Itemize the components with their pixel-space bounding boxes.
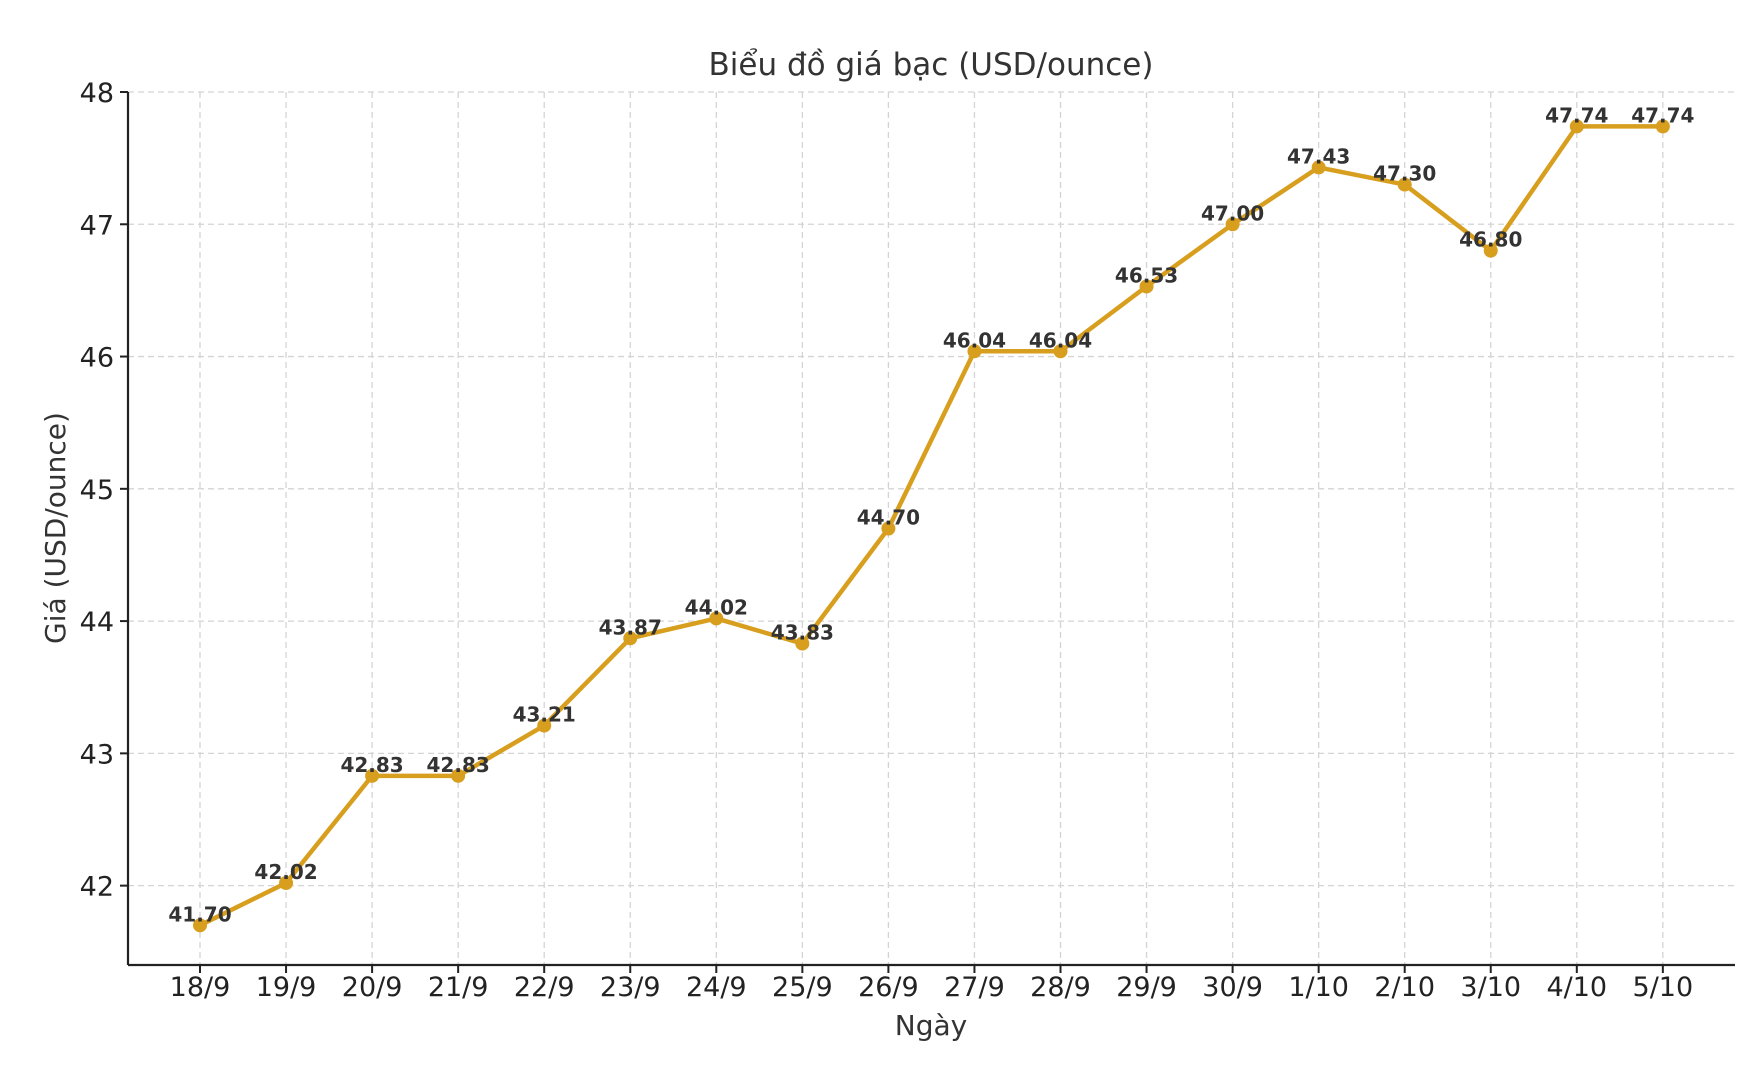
x-tick-label: 28/9 (1030, 972, 1091, 1003)
data-point (1311, 160, 1326, 175)
data-label: 47.43 (1287, 144, 1350, 168)
data-label: 43.21 (513, 703, 576, 727)
y-tick-label: 42 (80, 872, 114, 903)
grid-layer (128, 91, 1735, 965)
y-tick-label: 48 (80, 78, 114, 109)
data-point (1655, 119, 1670, 134)
data-label: 46.53 (1115, 263, 1178, 287)
x-tick-label: 25/9 (772, 972, 833, 1003)
data-point (451, 768, 466, 783)
y-tick-label: 44 (80, 607, 114, 638)
data-label: 46.04 (1029, 328, 1092, 352)
x-tick-label: 3/10 (1460, 972, 1521, 1003)
data-point (365, 768, 380, 783)
data-label-layer: 41.70 42.02 42.83 42.83 43.21 43.87 44.02 43.83… (168, 103, 1694, 926)
y-tick-label: 45 (80, 475, 114, 506)
data-label: 43.87 (599, 615, 662, 639)
x-tick-label: 5/10 (1633, 972, 1694, 1003)
x-tick-label: 27/9 (944, 972, 1005, 1003)
data-point (795, 636, 810, 651)
x-tick-label: 18/9 (170, 972, 231, 1003)
data-label: 46.80 (1459, 228, 1522, 252)
y-tick-layer: 42 43 44 45 46 47 48 (80, 78, 128, 903)
y-tick-label: 43 (80, 739, 114, 770)
data-point (193, 918, 207, 933)
data-label: 42.02 (254, 860, 317, 884)
data-point (623, 631, 638, 646)
x-tick-label: 29/9 (1116, 972, 1177, 1003)
data-point (1053, 344, 1068, 359)
y-tick-label: 47 (80, 210, 114, 241)
data-point (1225, 217, 1240, 232)
data-label: 46.04 (943, 328, 1006, 352)
x-tick-label: 20/9 (342, 972, 403, 1003)
x-tick-label: 19/9 (256, 972, 317, 1003)
chart-title: Biểu đồ giá bạc (USD/ounce) (709, 47, 1154, 83)
data-point (881, 521, 896, 536)
data-label: 44.02 (685, 595, 748, 619)
data-label: 41.70 (168, 902, 231, 926)
x-tick-label: 22/9 (514, 972, 575, 1003)
x-tick-label: 21/9 (428, 972, 489, 1003)
x-tick-label: 1/10 (1288, 972, 1349, 1003)
x-tick-label: 23/9 (600, 972, 661, 1003)
data-label: 44.70 (857, 506, 920, 530)
x-tick-label: 26/9 (858, 972, 919, 1003)
data-point (1139, 279, 1154, 294)
series-layer (193, 119, 1670, 933)
x-tick-label: 24/9 (686, 972, 747, 1003)
x-tick-label: 4/10 (1546, 972, 1607, 1003)
x-axis-label: Ngày (895, 1009, 967, 1042)
data-point (709, 611, 724, 626)
axes-layer (126, 92, 1735, 967)
x-tick-layer: 18/9 19/9 20/9 21/9 22/9 23/9 24/9 25/9 26/9 27/9… (170, 965, 1693, 1003)
data-label: 47.00 (1201, 201, 1264, 225)
data-label: 42.83 (340, 753, 403, 777)
data-label: 47.30 (1373, 162, 1436, 186)
data-point (279, 875, 294, 890)
data-point (537, 718, 552, 733)
x-tick-label: 30/9 (1202, 972, 1263, 1003)
series-line (197, 124, 1666, 928)
data-point (1397, 177, 1412, 192)
data-label: 47.74 (1545, 103, 1608, 127)
data-label: 47.74 (1631, 103, 1694, 127)
data-label: 42.83 (427, 753, 490, 777)
data-point (1569, 119, 1584, 134)
data-point (1483, 243, 1498, 258)
x-tick-label: 2/10 (1374, 972, 1435, 1003)
data-label: 43.83 (771, 621, 834, 645)
data-point (967, 344, 982, 359)
y-axis-label: Giá (USD/ounce) (39, 412, 72, 644)
y-tick-label: 46 (80, 343, 114, 374)
